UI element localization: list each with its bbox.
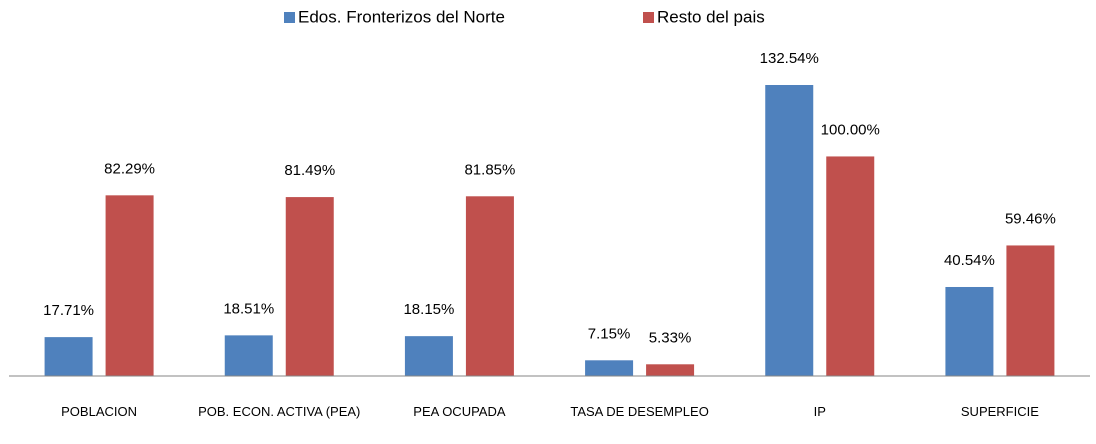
legend-label: Edos. Fronterizos del Norte xyxy=(298,7,505,26)
data-label: 81.49% xyxy=(284,162,335,179)
legend-label: Resto del pais xyxy=(657,7,765,26)
bar xyxy=(44,337,93,376)
data-label: 17.71% xyxy=(43,302,94,319)
bar xyxy=(765,85,814,376)
legend-swatch xyxy=(284,12,295,23)
data-label: 40.54% xyxy=(944,252,995,269)
bar xyxy=(1006,245,1055,376)
x-tick-label: IP xyxy=(813,404,826,419)
data-label: 132.54% xyxy=(760,50,819,67)
x-tick-label: POBLACION xyxy=(61,404,137,419)
bar xyxy=(585,360,634,376)
bar xyxy=(404,336,453,376)
x-tick-label: PEA OCUPADA xyxy=(413,404,506,419)
data-label: 18.15% xyxy=(403,301,454,318)
data-label: 7.15% xyxy=(588,325,631,342)
bar xyxy=(826,156,875,376)
legend-swatch xyxy=(643,12,654,23)
x-tick-label: POB. ECON. ACTIVA (PEA) xyxy=(198,404,361,419)
x-tick-label: TASA DE DESEMPLEO xyxy=(570,404,709,419)
bar xyxy=(105,195,154,376)
bar xyxy=(465,196,514,376)
bar xyxy=(945,286,994,376)
bar xyxy=(224,335,273,376)
bar xyxy=(646,364,695,376)
data-label: 82.29% xyxy=(104,160,155,177)
data-label: 18.51% xyxy=(223,300,274,317)
data-label: 100.00% xyxy=(821,121,880,138)
bar xyxy=(285,197,334,376)
data-label: 5.33% xyxy=(649,329,692,346)
x-tick-label: SUPERFICIE xyxy=(960,404,1039,419)
data-label: 59.46% xyxy=(1005,210,1056,227)
data-label: 81.85% xyxy=(464,161,515,178)
